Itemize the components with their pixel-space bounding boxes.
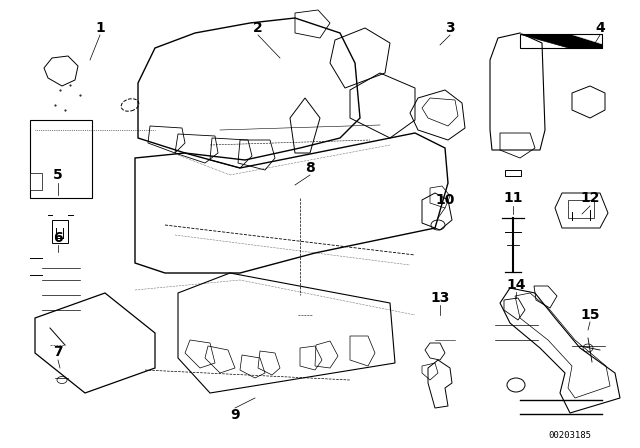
Text: 14: 14 — [506, 278, 525, 292]
Text: 12: 12 — [580, 191, 600, 205]
Text: 6: 6 — [53, 231, 63, 245]
Polygon shape — [520, 34, 602, 48]
Text: 9: 9 — [230, 408, 240, 422]
Text: 11: 11 — [503, 191, 523, 205]
Text: 13: 13 — [430, 291, 450, 305]
Text: 7: 7 — [53, 345, 63, 359]
Text: 5: 5 — [53, 168, 63, 182]
Polygon shape — [505, 170, 521, 176]
Text: 15: 15 — [580, 308, 600, 322]
Text: 10: 10 — [435, 193, 454, 207]
Polygon shape — [520, 34, 602, 44]
Text: 1: 1 — [95, 21, 105, 35]
Text: 4: 4 — [595, 21, 605, 35]
Text: 8: 8 — [305, 161, 315, 175]
Text: 3: 3 — [445, 21, 455, 35]
Text: 2: 2 — [253, 21, 263, 35]
Text: 00203185: 00203185 — [548, 431, 591, 439]
Polygon shape — [30, 173, 42, 190]
